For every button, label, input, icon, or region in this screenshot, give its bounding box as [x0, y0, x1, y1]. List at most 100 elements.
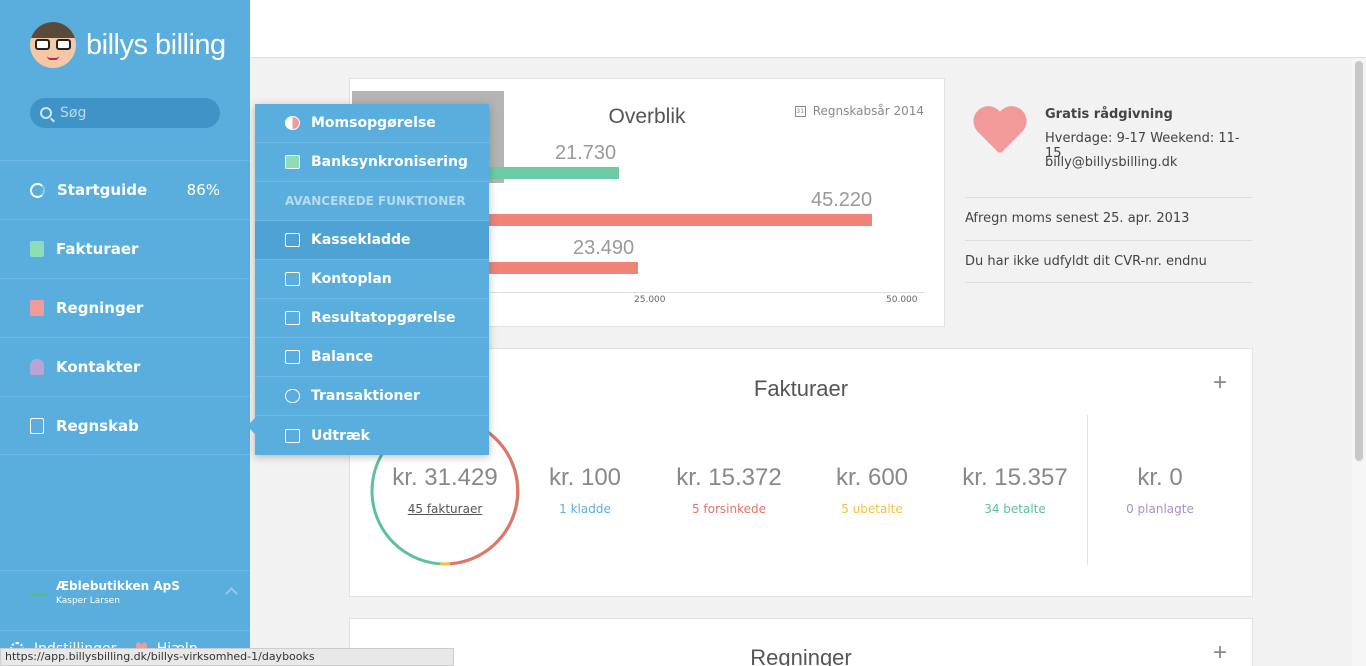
invoices-total-count: 45 fakturaer [407, 502, 483, 516]
company-switcher[interactable]: Æblebutikken ApS Kasper Larsen [0, 570, 250, 615]
menu-item-label: Udtræk [311, 427, 370, 444]
invoices-total[interactable]: kr. 31.429 45 fakturaer [370, 464, 520, 516]
startguide-progress: 86% [186, 181, 220, 199]
menu-item-label: Kontoplan [311, 271, 392, 287]
bar-value-label: 23.490 [573, 237, 635, 259]
search-icon [40, 107, 52, 119]
stat-amount: kr. 600 [835, 464, 909, 491]
sidebar-item-regninger[interactable]: Regninger [0, 278, 250, 337]
advice-title: Gratis rådgivning [1045, 107, 1173, 122]
bar-value-label: 21.730 [555, 142, 617, 164]
add-invoice-button[interactable]: + [1212, 369, 1227, 396]
stat-amount: kr. 15.372 [676, 464, 782, 491]
sidebar-item-label: Regnskab [56, 416, 139, 435]
stat-amount: kr. 100 [548, 464, 622, 491]
scrollbar-thumb[interactable] [1355, 61, 1363, 461]
overview-title: Overblik [608, 105, 686, 128]
export-icon [285, 428, 300, 443]
divider [1087, 415, 1088, 565]
balance-icon [285, 350, 300, 364]
stat-label: 1 kladde [559, 502, 611, 516]
invoices-title: Fakturaer [753, 376, 849, 401]
app-name: billys billing [86, 28, 226, 61]
menu-item-label: Momsopgørelse [311, 115, 436, 131]
menu-item-label: Resultatopgørelse [311, 310, 456, 326]
menu-item-transaktioner[interactable]: Transaktioner [255, 377, 489, 416]
logo[interactable]: billys billing [30, 22, 226, 68]
income-statement-icon [285, 311, 300, 325]
menu-item-label: Banksynkronisering [311, 154, 468, 170]
menu-item-kassekladde[interactable]: Kassekladde [255, 221, 489, 260]
bar-value-label: 45.220 [811, 189, 873, 211]
axis-tick-label: 25.000 [634, 295, 666, 305]
scrollbar[interactable] [1352, 58, 1366, 666]
sidebar-item-regnskab[interactable]: Regnskab [0, 396, 250, 455]
invoice-stat-overdue[interactable]: kr. 15.372 5 forsinkede [654, 464, 804, 516]
invoices-card: Fakturaer + kr. 31.429 45 fakturaer kr. … [349, 348, 1253, 597]
menu-item-udtraek[interactable]: Udtræk [255, 416, 489, 455]
advice-hours: Hverdage: 9-17 Weekend: 11-15 [1045, 131, 1240, 161]
company-name: Æblebutikken ApS [56, 579, 180, 593]
overview-bar-expense [385, 214, 873, 226]
invoices-total-amount: kr. 31.429 [392, 464, 498, 491]
sidebar-item-label: Regninger [56, 299, 144, 317]
menu-item-momsopgorelse[interactable]: Momsopgørelse [255, 104, 489, 143]
calendar-icon: 31 [794, 105, 806, 117]
fiscal-year-selector[interactable]: 31 Regnskabsår 2014 [794, 104, 924, 118]
advice-email[interactable]: billy@billysbilling.dk [1045, 155, 1178, 170]
invoice-icon [30, 241, 44, 257]
accounting-dropdown-menu: Momsopgørelse Banksynkronisering AVANCER… [247, 104, 489, 455]
menu-item-balance[interactable]: Balance [255, 338, 489, 377]
user-name: Kasper Larsen [56, 596, 120, 606]
pie-chart-icon [285, 116, 300, 130]
bill-icon [30, 300, 44, 316]
stat-label: 5 ubetalte [841, 502, 903, 516]
fiscal-year-label: Regnskabsår 2014 [812, 104, 924, 118]
sidebar-item-label: Startguide [57, 181, 148, 199]
stat-label: 5 forsinkede [691, 502, 767, 516]
sidebar-item-label: Kontakter [56, 358, 141, 376]
sidebar-item-kontakter[interactable]: Kontakter [0, 337, 250, 396]
notice-text: Afregn moms senest 25. apr. 2013 [965, 211, 1190, 226]
invoice-stat-unpaid[interactable]: kr. 600 5 ubetalte [797, 464, 947, 516]
stat-amount: kr. 0 [1137, 464, 1183, 491]
menu-item-banksynkronisering[interactable]: Banksynkronisering [255, 143, 489, 182]
notice-row[interactable]: Afregn moms senest 25. apr. 2013 [965, 197, 1252, 240]
sidebar-item-label: Fakturaer [56, 240, 139, 258]
stat-label: 0 planlagte [1126, 502, 1194, 516]
menu-section-header: AVANCEREDE FUNKTIONER [255, 182, 489, 221]
sidebar-nav: Startguide 86% Fakturaer Regninger Konta… [0, 160, 250, 455]
top-bar [250, 0, 1366, 58]
billy-avatar-icon [30, 22, 76, 68]
bank-icon [285, 155, 300, 169]
bills-card: Regninger + [349, 618, 1253, 666]
sidebar-item-fakturaer[interactable]: Fakturaer [0, 219, 250, 278]
chart-of-accounts-icon [285, 272, 300, 286]
sidebar: billys billing Startguide 86% Fakturaer … [0, 0, 250, 666]
status-url: https://app.billysbilling.dk/billys-virk… [0, 648, 454, 666]
search-box[interactable] [30, 98, 220, 128]
sidebar-item-startguide[interactable]: Startguide 86% [0, 160, 250, 219]
heart-icon [971, 108, 1027, 158]
company-status-icon [30, 594, 48, 596]
progress-ring-icon [30, 182, 45, 198]
search-input[interactable] [60, 105, 210, 121]
menu-item-label: Balance [311, 349, 374, 365]
notice-row[interactable]: Du har ikke udfyldt dit CVR-nr. endnu [965, 240, 1252, 283]
invoice-stat-planned[interactable]: kr. 0 0 planlagte [1085, 464, 1235, 516]
axis-tick-label: 50.000 [886, 295, 918, 305]
notice-text: Du har ikke udfyldt dit CVR-nr. endnu [965, 254, 1207, 269]
bills-title: Regninger [750, 645, 852, 666]
add-bill-button[interactable]: + [1212, 639, 1227, 666]
transactions-icon [285, 389, 300, 403]
invoice-stat-draft[interactable]: kr. 100 1 kladde [510, 464, 660, 516]
ledger-icon [30, 417, 44, 434]
menu-item-resultatopgorelse[interactable]: Resultatopgørelse [255, 299, 489, 338]
edit-icon [285, 233, 300, 247]
contact-icon [30, 359, 44, 375]
menu-item-kontoplan[interactable]: Kontoplan [255, 260, 489, 299]
menu-item-label: Transaktioner [311, 388, 420, 404]
stat-amount: kr. 15.357 [962, 464, 1068, 491]
overview-axis [490, 292, 924, 293]
invoice-stat-paid[interactable]: kr. 15.357 34 betalte [940, 464, 1090, 516]
